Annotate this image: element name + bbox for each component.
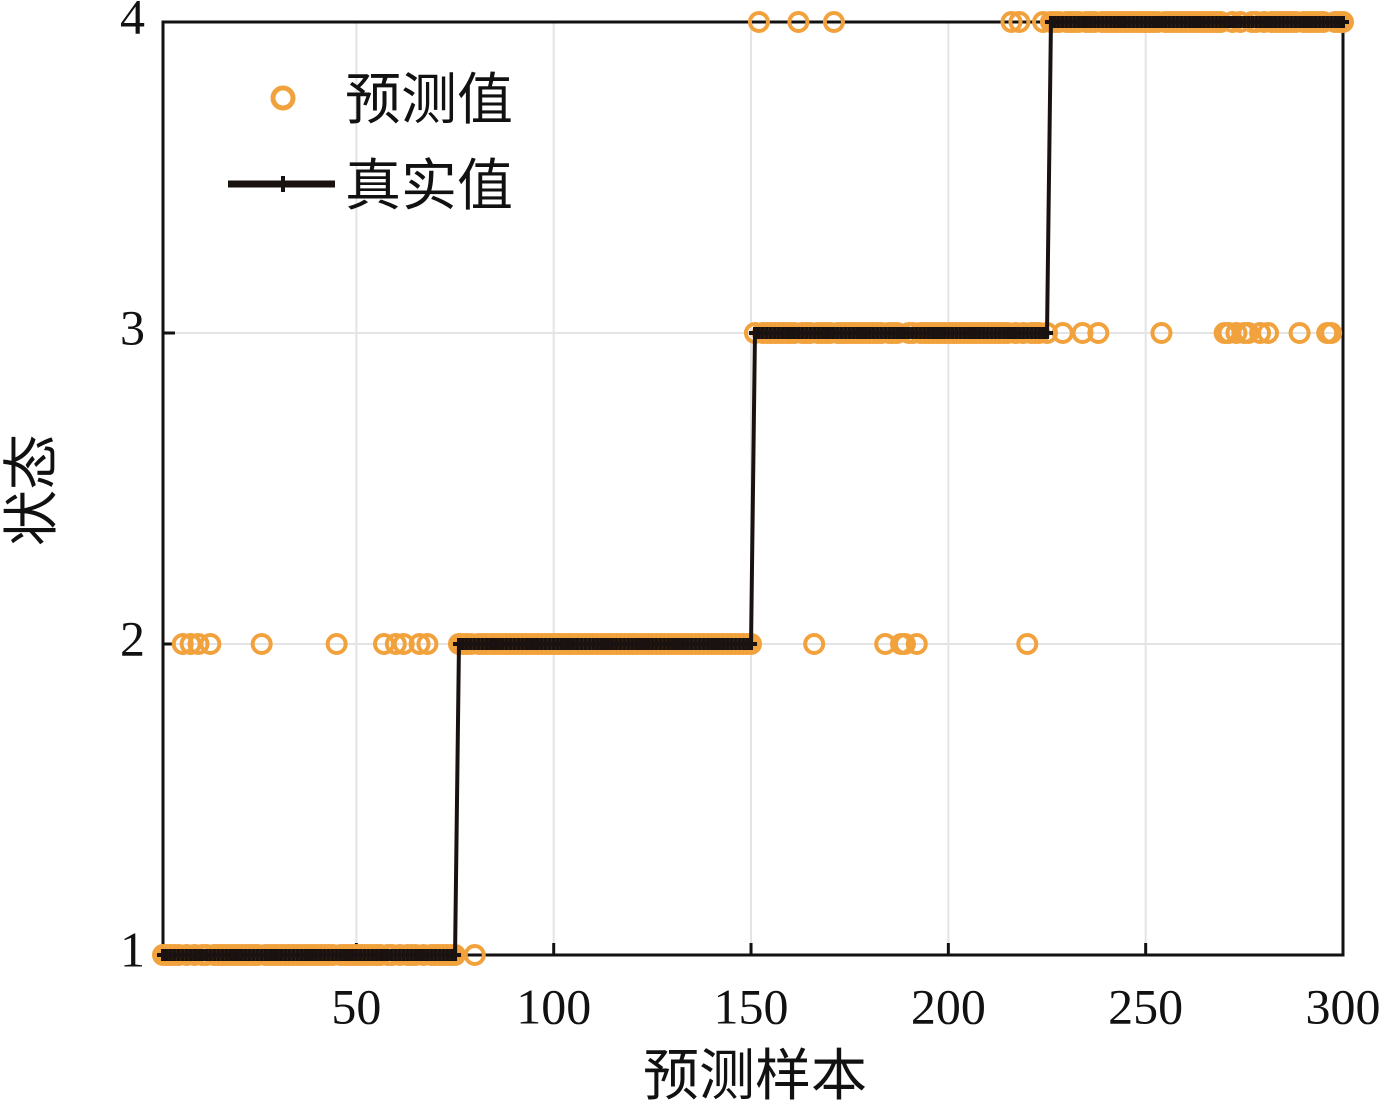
plot-frame <box>161 20 1345 957</box>
point <box>1249 322 1272 344</box>
x-tick-label: 50 <box>331 978 381 1034</box>
point <box>905 633 928 655</box>
legend-label: 真实值 <box>345 156 513 218</box>
point <box>1257 322 1280 344</box>
point <box>325 633 348 655</box>
point <box>1150 322 1173 344</box>
plus-marker <box>1041 327 1054 339</box>
point <box>187 633 210 655</box>
point <box>171 633 194 655</box>
point <box>1320 322 1343 344</box>
x-tick-label: 150 <box>714 978 789 1034</box>
point <box>747 11 770 33</box>
point <box>408 633 431 655</box>
point <box>416 633 439 655</box>
x-tick-label: 200 <box>911 978 986 1034</box>
legend-marker <box>270 85 296 111</box>
point <box>392 633 415 655</box>
point <box>822 11 845 33</box>
point <box>199 633 222 655</box>
line <box>163 20 1343 957</box>
point <box>1071 322 1094 344</box>
y-axis-label: 状态 <box>2 434 64 546</box>
plus-marker <box>1337 16 1349 28</box>
y-tick-label: 3 <box>120 299 145 355</box>
point <box>1000 11 1023 33</box>
legend-label: 预测值 <box>345 70 513 132</box>
point <box>1016 633 1039 655</box>
x-tick-label: 300 <box>1306 978 1381 1034</box>
point <box>1288 322 1311 344</box>
point <box>384 633 407 655</box>
point <box>1225 322 1248 344</box>
x-tick-label: 250 <box>1108 978 1183 1034</box>
plus-marker <box>745 638 758 650</box>
point <box>1008 11 1031 33</box>
point <box>463 944 486 966</box>
y-tick-label: 1 <box>120 921 145 977</box>
x-tick-label: 100 <box>516 978 591 1034</box>
point <box>787 11 810 33</box>
point <box>250 633 273 655</box>
point <box>803 633 826 655</box>
y-tick-label: 4 <box>120 0 145 44</box>
x-axis-label: 预测样本 <box>643 1046 867 1108</box>
y-tick-label: 2 <box>120 610 145 666</box>
plus-marker <box>449 949 462 961</box>
point <box>1087 322 1110 344</box>
point <box>893 633 916 655</box>
